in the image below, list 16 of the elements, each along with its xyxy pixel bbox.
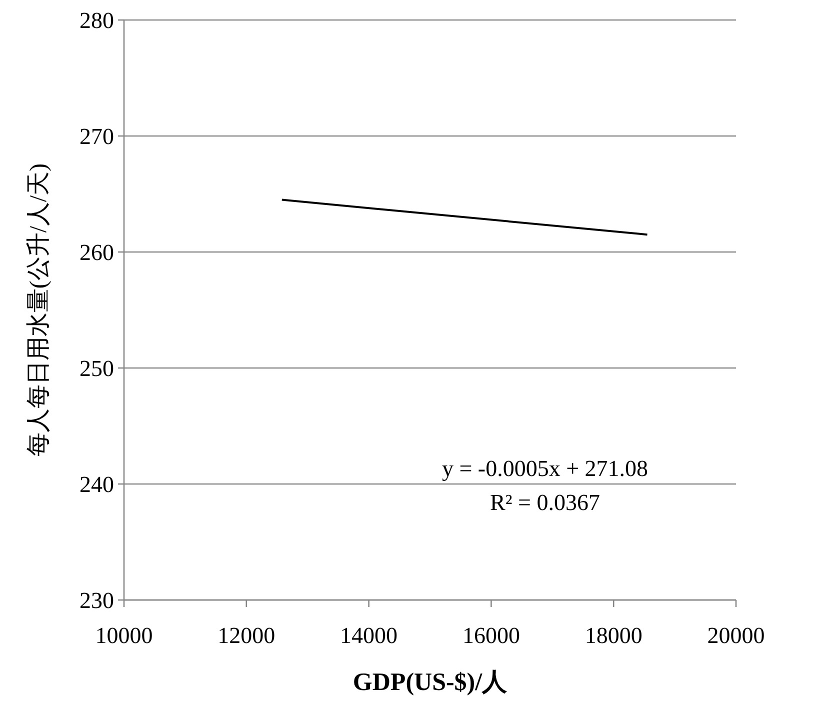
- x-tick-label: 20000: [707, 623, 765, 648]
- y-tick-label: 280: [80, 8, 114, 33]
- x-tick-label: 10000: [95, 623, 153, 648]
- annotation: y = -0.0005x + 271.08: [442, 456, 648, 481]
- x-tick-label: 12000: [218, 623, 276, 648]
- x-tick-label: 14000: [340, 623, 398, 648]
- y-tick-label: 270: [80, 124, 114, 149]
- y-axis-title: 每人每日用水量(公升/人/天): [26, 163, 52, 457]
- y-tick-label: 260: [80, 240, 114, 265]
- x-tick-label: 16000: [462, 623, 520, 648]
- x-axis-title: GDP(US-$)/人: [352, 669, 508, 696]
- y-tick-label: 240: [80, 472, 114, 497]
- y-tick-label: 250: [80, 356, 114, 381]
- annotation: R² = 0.0367: [490, 490, 600, 515]
- y-tick-label: 230: [80, 588, 114, 613]
- x-tick-label: 18000: [584, 623, 642, 648]
